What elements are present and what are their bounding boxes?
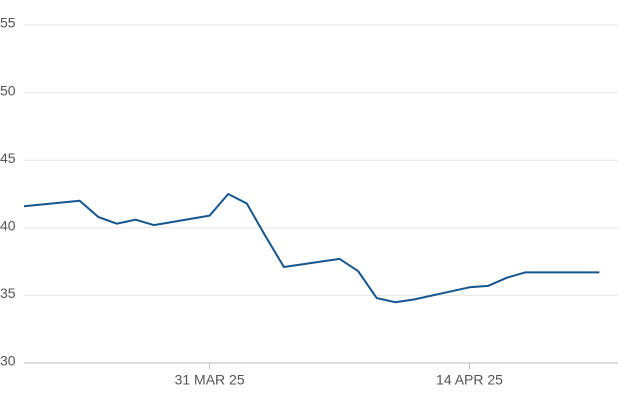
y-tick-label: 40 (0, 218, 16, 234)
x-tick-label: 14 APR 25 (436, 372, 503, 388)
y-tick-label: 55 (0, 15, 16, 31)
y-tick-label: 35 (0, 285, 16, 301)
x-tick-label: 31 MAR 25 (175, 372, 245, 388)
y-tick-label: 45 (0, 150, 16, 166)
data-line (23, 193, 600, 304)
y-tick-label: 30 (0, 353, 16, 369)
y-tick-label: 50 (0, 82, 16, 98)
